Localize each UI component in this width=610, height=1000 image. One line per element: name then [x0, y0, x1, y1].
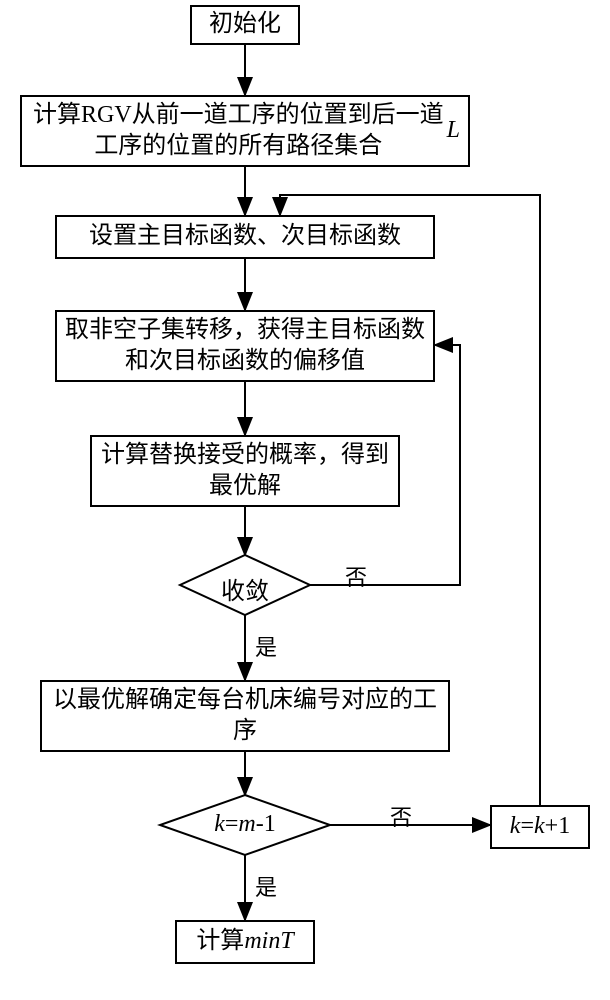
- flowchart-node-n7: k=k+1: [490, 805, 590, 849]
- flowchart-edge-label-d1-n6: 是: [255, 630, 277, 662]
- flowchart-edge-label-d2-n8: 是: [255, 870, 277, 902]
- flowchart-decision-label-d2: k=m-1: [160, 811, 330, 838]
- flowchart-node-n5: 计算替换接受的概率，得到最优解: [90, 435, 400, 507]
- flowchart-node-n3: 设置主目标函数、次目标函数: [55, 215, 435, 259]
- flowchart-node-n8: 计算minT: [175, 920, 315, 964]
- flowchart-node-n4: 取非空子集转移，获得主目标函数和次目标函数的偏移值: [55, 310, 435, 382]
- flowchart-edge-label-d2-n7: 否: [390, 800, 412, 832]
- flowchart-decision-label-d1: 收敛: [180, 571, 310, 606]
- flowchart-node-n2: 计算RGV从前一道工序的位置到后一道工序的位置的所有路径集合L: [20, 95, 470, 167]
- flowchart-edge-label-d1-n4: 否: [345, 560, 367, 592]
- flowchart-node-n6: 以最优解确定每台机床编号对应的工序: [40, 680, 450, 752]
- flowchart-node-n1: 初始化: [190, 5, 300, 45]
